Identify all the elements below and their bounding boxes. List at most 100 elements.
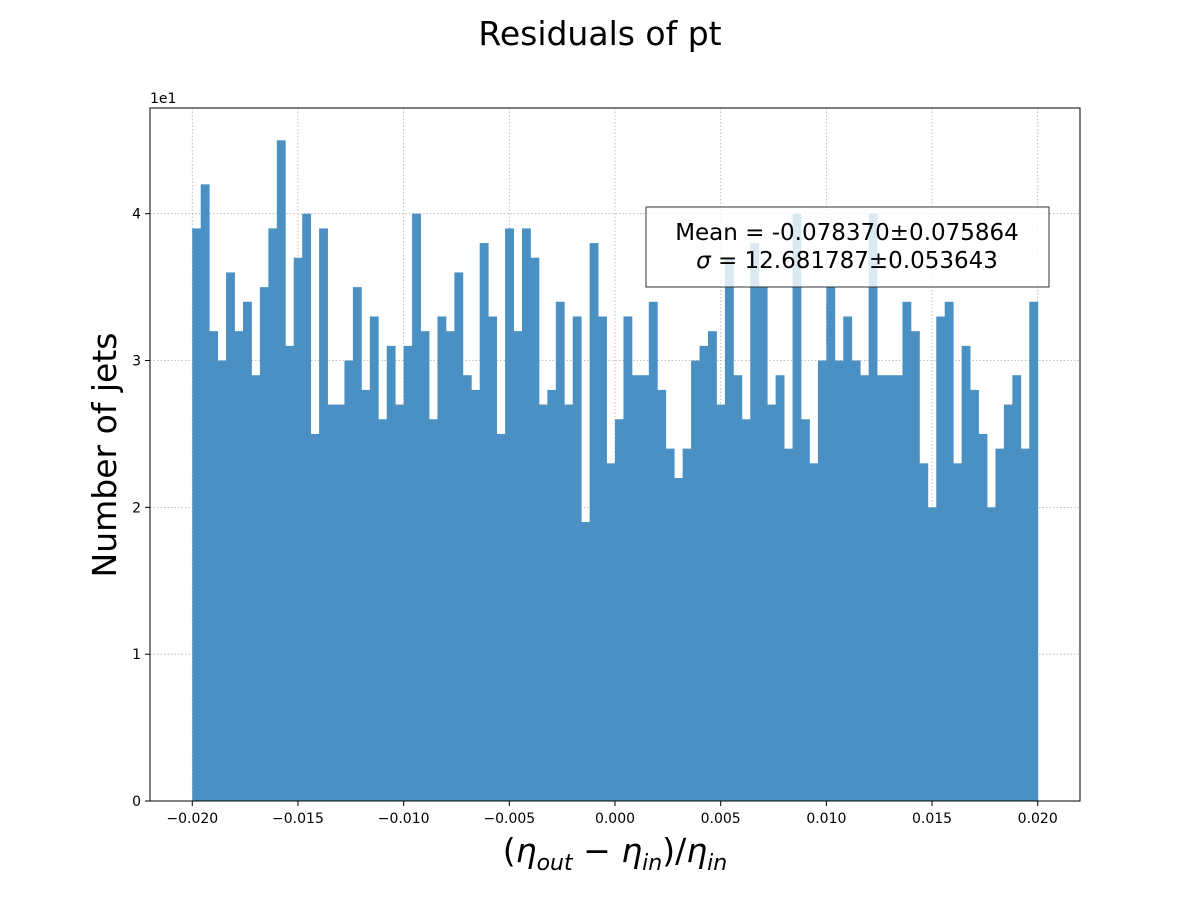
histogram-bar (217, 360, 227, 801)
histogram-bar (395, 404, 405, 801)
histogram-bar (750, 243, 760, 801)
histogram-bar (775, 375, 785, 801)
histogram-bar (615, 419, 624, 801)
histogram-bar (344, 360, 354, 801)
histogram-bar (961, 345, 971, 801)
histogram-bar (1020, 448, 1030, 801)
histogram-bar (843, 316, 853, 801)
histogram-bar (834, 360, 844, 801)
histogram-bar (708, 331, 717, 801)
x-tick-label: 0.000 (595, 811, 635, 827)
x-tick-label: −0.015 (272, 811, 324, 827)
histogram-bar (648, 301, 658, 801)
histogram-bar (1029, 301, 1039, 801)
x-tick-label: 0.020 (1018, 811, 1058, 827)
histogram-bar (944, 301, 954, 801)
histogram-bar (665, 448, 675, 801)
histogram-bar (403, 345, 413, 801)
histogram-bar (234, 331, 244, 801)
histogram-bar (293, 257, 303, 801)
histogram-bar (251, 375, 261, 801)
histogram-bar (488, 316, 498, 801)
histogram-bar (792, 213, 802, 802)
histogram-bar (589, 243, 599, 801)
histogram-bar (894, 375, 903, 801)
histogram-bar (310, 433, 320, 801)
histogram-bar (699, 345, 709, 801)
histogram-bar (412, 213, 421, 802)
x-tick-label: 0.015 (912, 811, 952, 827)
y-tick-label: 3 (132, 354, 141, 370)
x-axis-ticks: −0.020 −0.015 −0.010 −0.005 0.000 0.005 0.010 0… (166, 801, 1058, 827)
histogram-bar (801, 419, 810, 801)
histogram-bar (429, 419, 438, 801)
chart-title: Residuals of pt (478, 14, 721, 53)
histogram-bar (479, 243, 489, 801)
histogram-bar (598, 316, 607, 801)
histogram-bar (851, 360, 861, 801)
histogram-bar (606, 463, 616, 801)
histogram-bar (987, 507, 996, 801)
histogram-bar (733, 375, 743, 801)
histogram-bar (454, 272, 464, 801)
histogram-bar (226, 272, 235, 801)
histogram-bar (522, 228, 531, 802)
histogram-bar (877, 375, 886, 801)
y-tick-label: 4 (132, 207, 141, 223)
histogram-bar (336, 404, 345, 801)
histogram-bar (682, 448, 692, 801)
histogram-bar (538, 404, 548, 801)
histogram-bar (259, 287, 269, 801)
histogram-bar (572, 316, 582, 801)
stats-annotation-box: Mean = -0.078370±0.075864 σ = 12.681787±… (645, 206, 1050, 288)
histogram-bar (547, 389, 557, 801)
y-tick-label: 0 (132, 794, 141, 810)
histogram-bar (860, 375, 870, 801)
histogram-bar (361, 389, 371, 801)
histogram-bar (471, 389, 481, 801)
histogram-bar (462, 375, 472, 801)
histogram-bar (716, 404, 726, 801)
histogram-bar (623, 316, 633, 801)
histogram-bar (927, 507, 937, 801)
histogram-bar (978, 433, 988, 801)
histogram-bar (581, 522, 591, 801)
histogram-bar (674, 477, 684, 801)
x-axis-label: (ηout − ηin)/ηin (503, 831, 727, 876)
histogram-bar (953, 463, 963, 801)
y-axis-label: Number of jets (85, 333, 124, 578)
y-axis-ticks: 0 1 2 3 4 (132, 207, 150, 810)
histogram-bar (437, 316, 447, 801)
histogram-bar (657, 389, 667, 801)
histogram-bar (285, 345, 295, 801)
histogram-bar (758, 287, 768, 801)
histogram-bar (741, 419, 751, 801)
histogram-bar (995, 448, 1005, 801)
histogram-bar (530, 257, 540, 801)
histogram-bar (243, 301, 252, 801)
histogram-bar (784, 448, 793, 801)
histogram-bar (319, 228, 328, 802)
histogram-bar (1012, 375, 1022, 801)
histogram-bar (1003, 404, 1013, 801)
x-tick-label: 0.005 (701, 811, 741, 827)
histogram-bar (327, 404, 337, 801)
histogram-bar (970, 389, 979, 801)
x-tick-label: −0.010 (378, 811, 430, 827)
histogram-bar (420, 331, 430, 801)
histogram-bar (809, 463, 819, 801)
histogram-bar (724, 257, 734, 801)
histogram-bar (209, 331, 219, 801)
histogram-bar (268, 228, 278, 802)
x-tick-label: −0.005 (483, 811, 535, 827)
histogram-bar (564, 404, 574, 801)
histogram-bar (378, 419, 388, 801)
histogram-bar (885, 375, 895, 801)
histogram-bar (200, 184, 210, 801)
histogram-bar (276, 140, 286, 801)
histogram-bar (192, 228, 202, 802)
stats-mean-text: Mean = -0.078370±0.075864 (675, 220, 1019, 246)
histogram-bar (302, 213, 312, 802)
histogram-bar (919, 463, 929, 801)
